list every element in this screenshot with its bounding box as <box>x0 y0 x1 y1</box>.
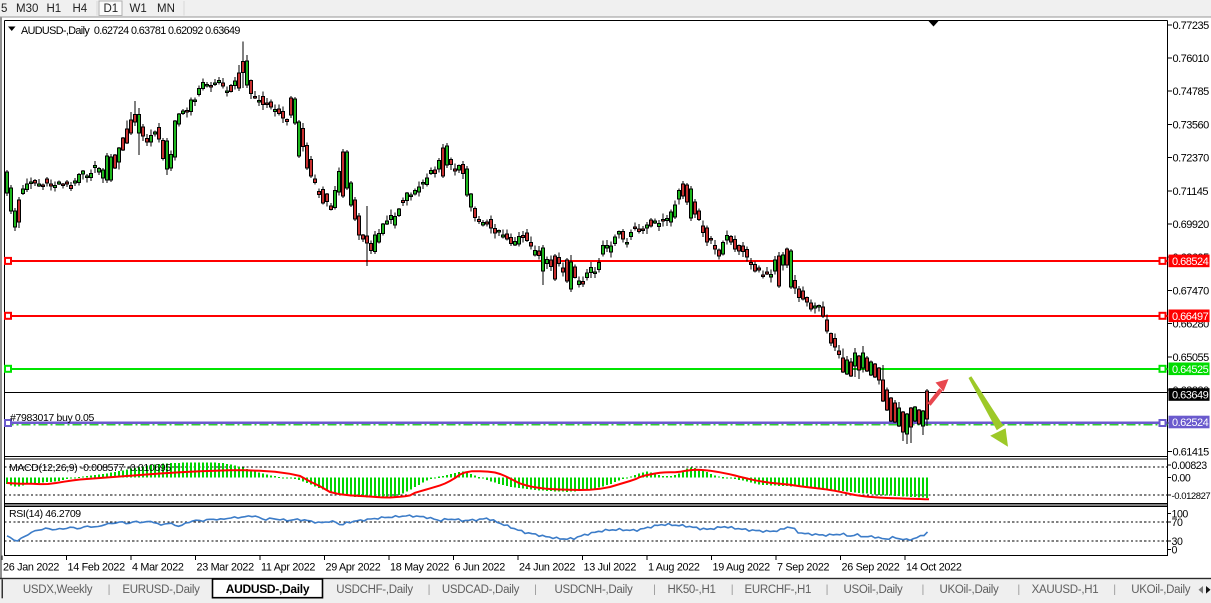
svg-text:0.72370: 0.72370 <box>1173 153 1210 165</box>
svg-text:0.66497: 0.66497 <box>1172 311 1209 323</box>
svg-text:14 Oct 2022: 14 Oct 2022 <box>906 562 962 574</box>
svg-text:M30: M30 <box>16 3 38 15</box>
svg-text:30: 30 <box>1172 536 1183 548</box>
svg-text:H4: H4 <box>73 3 88 15</box>
svg-text:|: | <box>428 584 431 596</box>
svg-text:0.71145: 0.71145 <box>1173 186 1209 198</box>
svg-text:|: | <box>1113 584 1116 596</box>
svg-text:19 Aug 2022: 19 Aug 2022 <box>713 562 771 574</box>
svg-text:24 Jun 2022: 24 Jun 2022 <box>519 562 575 574</box>
svg-text:18 May 2022: 18 May 2022 <box>390 562 449 574</box>
svg-text:H1: H1 <box>47 3 62 15</box>
svg-text:MACD(12,26,9) -0.008577 -0.010: MACD(12,26,9) -0.008577 -0.010695 <box>9 462 171 474</box>
svg-text:AUDUSD-,Daily 0.62724 0.63781: AUDUSD-,Daily 0.62724 0.63781 0.62092 0.… <box>21 25 240 37</box>
svg-text:7 Sep 2022: 7 Sep 2022 <box>777 562 830 574</box>
svg-text:|: | <box>534 584 537 596</box>
svg-text:USOil-,Daily: USOil-,Daily <box>843 584 903 596</box>
svg-text:26 Jan 2022: 26 Jan 2022 <box>3 562 59 574</box>
svg-text:0.65055: 0.65055 <box>1173 352 1210 364</box>
svg-text:29 Apr 2022: 29 Apr 2022 <box>326 562 381 574</box>
svg-text:0.00: 0.00 <box>1172 472 1191 484</box>
svg-text:0.73560: 0.73560 <box>1173 119 1210 131</box>
svg-text:0.67470: 0.67470 <box>1173 285 1210 297</box>
svg-text:0.63649: 0.63649 <box>1172 390 1209 402</box>
svg-text:0.64525: 0.64525 <box>1172 364 1209 376</box>
svg-text:0.00823: 0.00823 <box>1172 460 1208 472</box>
svg-text:13 Jul 2022: 13 Jul 2022 <box>584 562 637 574</box>
svg-text:70: 70 <box>1172 517 1183 529</box>
svg-text:USDCAD-,Daily: USDCAD-,Daily <box>442 584 520 596</box>
svg-text:0.61415: 0.61415 <box>1173 447 1210 459</box>
svg-text:0.74785: 0.74785 <box>1173 86 1210 98</box>
svg-text:EURCHF-,H1: EURCHF-,H1 <box>744 584 811 596</box>
svg-text:0.68524: 0.68524 <box>1172 256 1209 268</box>
svg-text:5: 5 <box>1 3 7 15</box>
svg-text:USDCHF-,Daily: USDCHF-,Daily <box>336 584 413 596</box>
svg-text:UKOil-,Daily: UKOil-,Daily <box>1131 584 1191 596</box>
svg-text:EURUSD-,Daily: EURUSD-,Daily <box>122 584 200 596</box>
svg-text:UKOil-,Daily: UKOil-,Daily <box>939 584 999 596</box>
svg-text:14 Feb 2022: 14 Feb 2022 <box>68 562 126 574</box>
svg-text:MN: MN <box>157 3 175 15</box>
svg-text:W1: W1 <box>130 3 147 15</box>
svg-text:|: | <box>826 584 829 596</box>
svg-text:11 Apr 2022: 11 Apr 2022 <box>261 562 315 574</box>
svg-text:23 Mar 2022: 23 Mar 2022 <box>197 562 255 574</box>
svg-text:HK50-,H1: HK50-,H1 <box>667 584 715 596</box>
svg-text:#7983017 buy 0.05: #7983017 buy 0.05 <box>10 412 94 424</box>
svg-text:0.62524: 0.62524 <box>1172 417 1209 429</box>
svg-text:0.77235: 0.77235 <box>1173 20 1210 32</box>
svg-text:AUDUSD-,Daily: AUDUSD-,Daily <box>226 582 310 596</box>
svg-text:0: 0 <box>1172 545 1178 557</box>
svg-text:|: | <box>921 584 924 596</box>
svg-text:4 Mar 2022: 4 Mar 2022 <box>132 562 184 574</box>
svg-text:6 Jun 2022: 6 Jun 2022 <box>455 562 506 574</box>
svg-text:D1: D1 <box>104 3 119 15</box>
svg-text:26 Sep 2022: 26 Sep 2022 <box>842 562 900 574</box>
svg-text:1 Aug 2022: 1 Aug 2022 <box>648 562 700 574</box>
svg-text:XAUUSD-,H1: XAUUSD-,H1 <box>1032 584 1099 596</box>
svg-text:USDX,Weekly: USDX,Weekly <box>23 584 93 596</box>
svg-text:0.76010: 0.76010 <box>1173 53 1210 65</box>
svg-text:|: | <box>731 584 734 596</box>
svg-text:|: | <box>653 584 656 596</box>
svg-text:USDCNH-,Daily: USDCNH-,Daily <box>555 584 633 596</box>
svg-text:|: | <box>108 584 111 596</box>
svg-text:100: 100 <box>1172 509 1189 521</box>
svg-text:-0.012827: -0.012827 <box>1172 491 1211 502</box>
svg-text:|: | <box>1017 584 1020 596</box>
svg-text:RSI(14) 46.2709: RSI(14) 46.2709 <box>9 508 81 520</box>
svg-text:0.69920: 0.69920 <box>1173 219 1210 231</box>
